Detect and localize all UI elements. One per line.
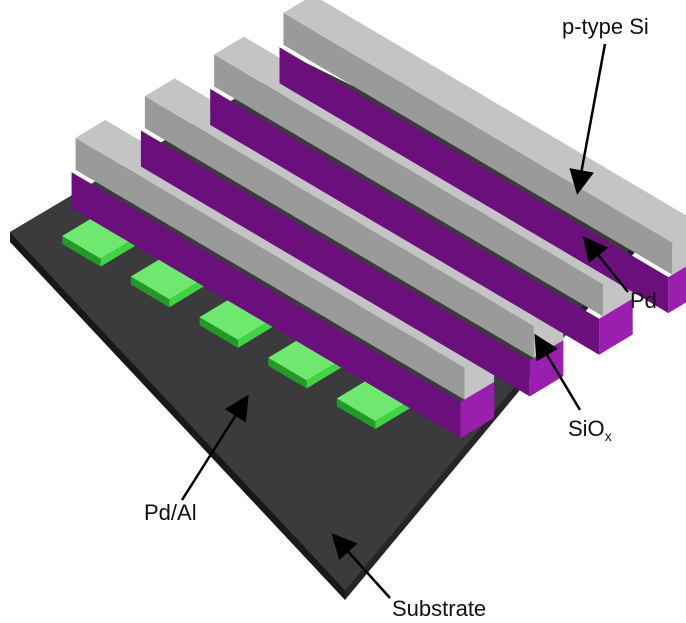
siox-subscript: x bbox=[605, 428, 612, 444]
oxide-end bbox=[599, 298, 633, 355]
silicon-pad-side bbox=[62, 235, 101, 267]
pd-al-label: Pd/Al bbox=[144, 500, 197, 525]
siox-label: SiOx bbox=[568, 416, 612, 444]
pd-end bbox=[672, 234, 686, 275]
silicon-pad-side bbox=[268, 357, 307, 389]
p-type-si-arrow bbox=[569, 43, 607, 195]
pd-arrow bbox=[582, 236, 629, 293]
siox-main: SiO bbox=[568, 416, 605, 441]
silicon-pad-side bbox=[130, 276, 170, 308]
substrate-label: Substrate bbox=[392, 596, 486, 621]
pd-al-arrow bbox=[180, 394, 249, 501]
label-siox: SiOx bbox=[534, 333, 612, 444]
oxide-side bbox=[210, 88, 600, 355]
label-pd-al: Pd/Al bbox=[144, 394, 249, 525]
siox-arrow bbox=[534, 333, 582, 411]
pd-side bbox=[283, 12, 673, 275]
pd-side bbox=[144, 96, 534, 359]
label-p-type-si: p-type Si bbox=[562, 14, 649, 195]
label-pd: Pd bbox=[582, 236, 657, 313]
pd-side bbox=[214, 54, 604, 317]
label-substrate: Substrate bbox=[331, 533, 486, 621]
pd-label: Pd bbox=[630, 288, 657, 313]
silicon-pad-side bbox=[336, 398, 376, 430]
oxide-end bbox=[460, 381, 495, 439]
oxide-end bbox=[668, 266, 686, 314]
silicon-pad-side bbox=[199, 317, 238, 348]
oxide-side bbox=[279, 47, 669, 314]
pd-side bbox=[75, 137, 465, 400]
substrate-arrow bbox=[331, 533, 391, 599]
oxide-side bbox=[140, 130, 530, 397]
oxide-side bbox=[71, 172, 461, 439]
p-type-si-label: p-type Si bbox=[562, 14, 649, 39]
